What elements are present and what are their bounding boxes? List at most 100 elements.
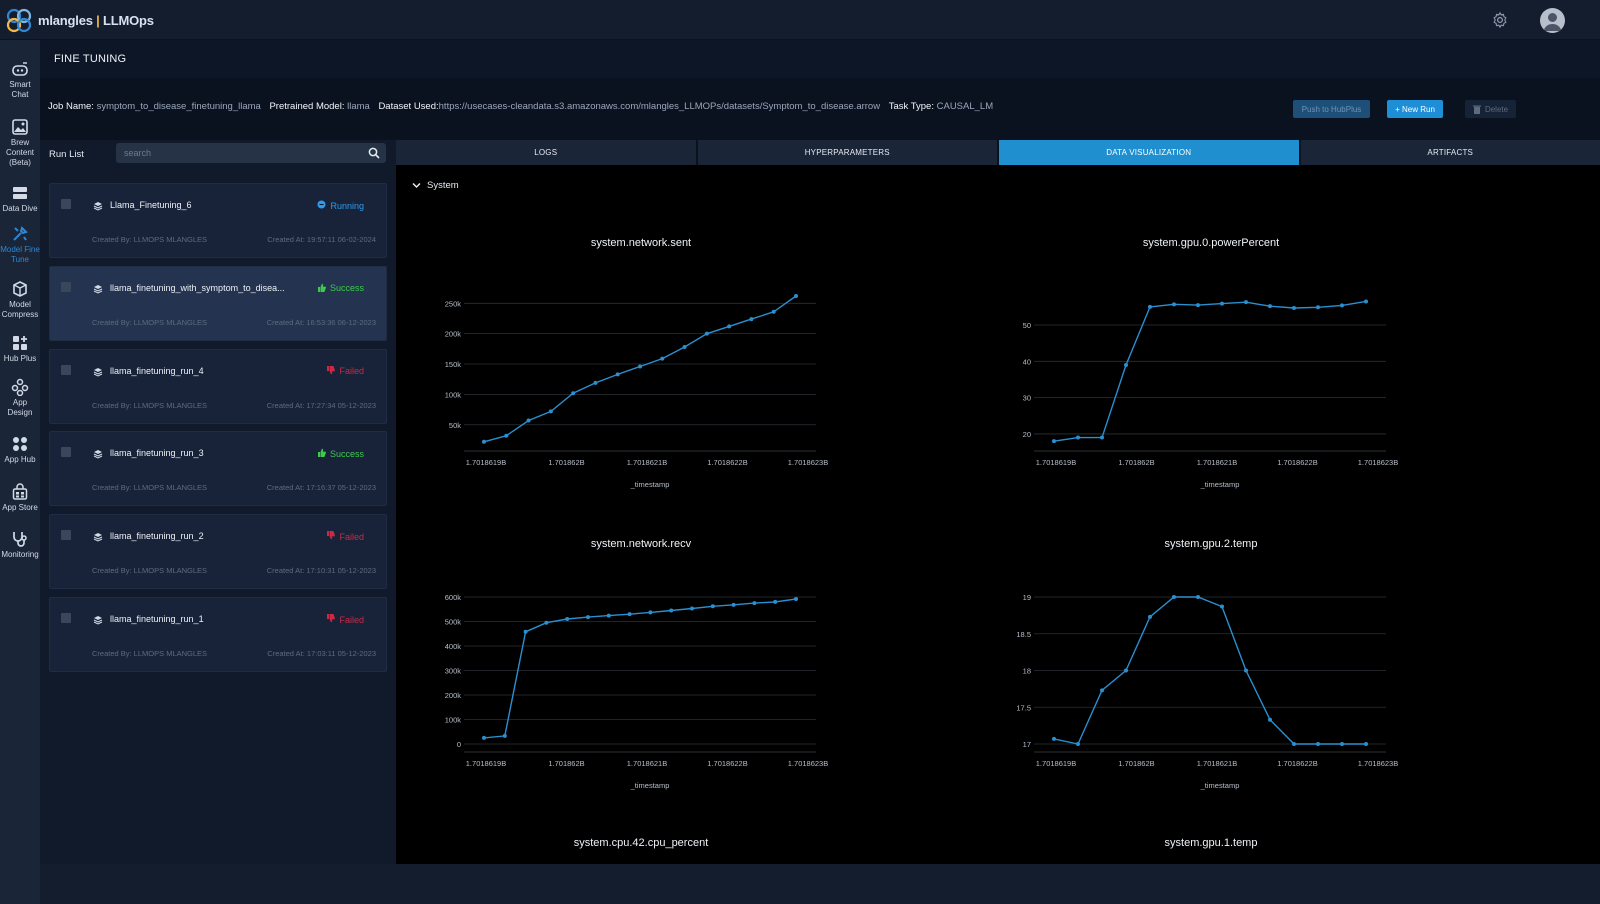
data-point[interactable]: [1196, 303, 1200, 308]
run-checkbox[interactable]: [61, 364, 71, 375]
data-point[interactable]: [593, 380, 598, 385]
data-point[interactable]: [794, 596, 798, 601]
data-point[interactable]: [773, 599, 778, 604]
data-point[interactable]: [615, 372, 620, 377]
data-point[interactable]: [627, 612, 632, 617]
data-point[interactable]: [648, 610, 653, 615]
run-name: Llama_Finetuning_6: [110, 200, 192, 210]
sidebar-item-hub-plus[interactable]: Hub Plus: [0, 334, 40, 364]
data-point[interactable]: [1316, 305, 1320, 310]
run-card[interactable]: llama_finetuning_run_2 Failed Created By: …: [49, 514, 387, 590]
data-point[interactable]: [690, 606, 694, 611]
data-point[interactable]: [710, 604, 715, 609]
data-point[interactable]: [526, 418, 531, 423]
grid-plus-icon: [13, 336, 27, 350]
sidebar-item-app-design[interactable]: App Design: [0, 378, 40, 418]
data-point[interactable]: [523, 629, 528, 634]
data-point[interactable]: [502, 733, 507, 738]
search-input[interactable]: [116, 143, 356, 163]
data-point[interactable]: [1364, 742, 1368, 746]
sidebar-item-data-dive[interactable]: Data Dive: [0, 184, 40, 214]
data-point[interactable]: [565, 617, 570, 622]
x-axis-label: _timestamp: [630, 480, 670, 489]
sidebar-item-model-compress[interactable]: Model Compress: [0, 280, 40, 320]
gear-icon[interactable]: [1491, 11, 1509, 29]
run-card[interactable]: llama_finetuning_run_1 Failed Created By: …: [49, 597, 387, 672]
sidebar-item-model-fine-tune[interactable]: Model Fine Tune: [0, 225, 40, 265]
run-card[interactable]: llama_finetuning_run_4 Failed Created By: …: [49, 348, 387, 424]
data-point[interactable]: [638, 364, 642, 369]
data-point[interactable]: [1148, 304, 1152, 309]
run-checkbox[interactable]: [61, 613, 71, 623]
data-point[interactable]: [1340, 303, 1344, 308]
data-point[interactable]: [771, 309, 776, 314]
data-point[interactable]: [548, 409, 553, 414]
data-point[interactable]: [504, 433, 509, 438]
data-point[interactable]: [794, 294, 798, 298]
data-point[interactable]: [1196, 595, 1200, 599]
data-point[interactable]: [682, 345, 687, 350]
run-checkbox[interactable]: [61, 281, 71, 292]
run-card[interactable]: llama_finetuning_run_3 Success Created By:…: [49, 431, 387, 507]
tab-artifacts[interactable]: ARTIFACTS: [1300, 140, 1600, 165]
sidebar-item-app-store[interactable]: App Store: [0, 483, 40, 513]
data-point[interactable]: [1316, 742, 1320, 746]
data-point[interactable]: [727, 324, 732, 329]
run-checkbox[interactable]: [61, 530, 71, 541]
data-point[interactable]: [749, 317, 754, 322]
data-point[interactable]: [1124, 668, 1128, 673]
data-point[interactable]: [1172, 595, 1176, 599]
data-point[interactable]: [704, 331, 709, 336]
run-checkbox[interactable]: [61, 447, 71, 458]
search-icon[interactable]: [368, 147, 380, 159]
data-point[interactable]: [731, 602, 736, 607]
data-point[interactable]: [606, 613, 611, 618]
sidebar-item-brew-content[interactable]: Brew Content (Beta): [0, 118, 40, 168]
data-point[interactable]: [1052, 439, 1056, 444]
data-point[interactable]: [1220, 604, 1224, 609]
tab-hyperparameters[interactable]: HYPERPARAMETERS: [697, 140, 997, 165]
data-point[interactable]: [1340, 742, 1344, 746]
y-tick-label: 17: [1023, 740, 1031, 749]
run-card[interactable]: llama_finetuning_with_symptom_to_disea..…: [49, 265, 387, 341]
data-point[interactable]: [1292, 305, 1296, 310]
data-point[interactable]: [1268, 304, 1272, 309]
user-avatar[interactable]: [1540, 8, 1565, 33]
data-point[interactable]: [1052, 736, 1056, 741]
data-point[interactable]: [1148, 614, 1152, 619]
new-run-button[interactable]: + New Run: [1387, 100, 1443, 118]
data-point[interactable]: [1244, 668, 1248, 673]
data-point[interactable]: [482, 439, 486, 444]
delete-button[interactable]: Delete: [1465, 100, 1516, 118]
data-point[interactable]: [544, 620, 549, 625]
data-point[interactable]: [1100, 688, 1104, 693]
data-point[interactable]: [586, 615, 590, 620]
data-point[interactable]: [1100, 435, 1104, 440]
run-card[interactable]: Llama_Finetuning_6 Running Created By: LLM…: [49, 183, 387, 258]
data-point[interactable]: [1244, 300, 1248, 305]
sidebar-item-monitoring[interactable]: Monitoring: [0, 530, 40, 560]
tab-data-visualization[interactable]: DATA VISUALIZATION: [999, 140, 1299, 165]
data-point[interactable]: [1124, 362, 1128, 367]
data-point[interactable]: [660, 356, 665, 361]
data-point[interactable]: [482, 735, 486, 740]
tab-logs[interactable]: LOGS: [396, 140, 696, 165]
bottom-bar: [40, 864, 1600, 904]
push-to-hubplus-button[interactable]: Push to HubPlus: [1293, 100, 1370, 118]
data-point[interactable]: [1076, 435, 1080, 440]
data-point[interactable]: [1292, 742, 1296, 746]
data-point[interactable]: [1364, 299, 1368, 304]
run-checkbox[interactable]: [61, 199, 71, 209]
sidebar-item-smart-chat[interactable]: Smart Chat: [0, 60, 40, 100]
data-point[interactable]: [752, 601, 757, 606]
data-point[interactable]: [1220, 301, 1224, 306]
data-point[interactable]: [1268, 717, 1272, 722]
data-point[interactable]: [1172, 302, 1176, 307]
data-point[interactable]: [1076, 742, 1080, 746]
data-point[interactable]: [669, 608, 674, 613]
system-section-toggle[interactable]: System: [412, 180, 459, 191]
app-logo[interactable]: mlangles | LLMOps: [4, 6, 154, 34]
app-design-icon: [11, 378, 29, 396]
sidebar-item-app-hub[interactable]: App Hub: [0, 435, 40, 465]
data-point[interactable]: [571, 391, 576, 396]
